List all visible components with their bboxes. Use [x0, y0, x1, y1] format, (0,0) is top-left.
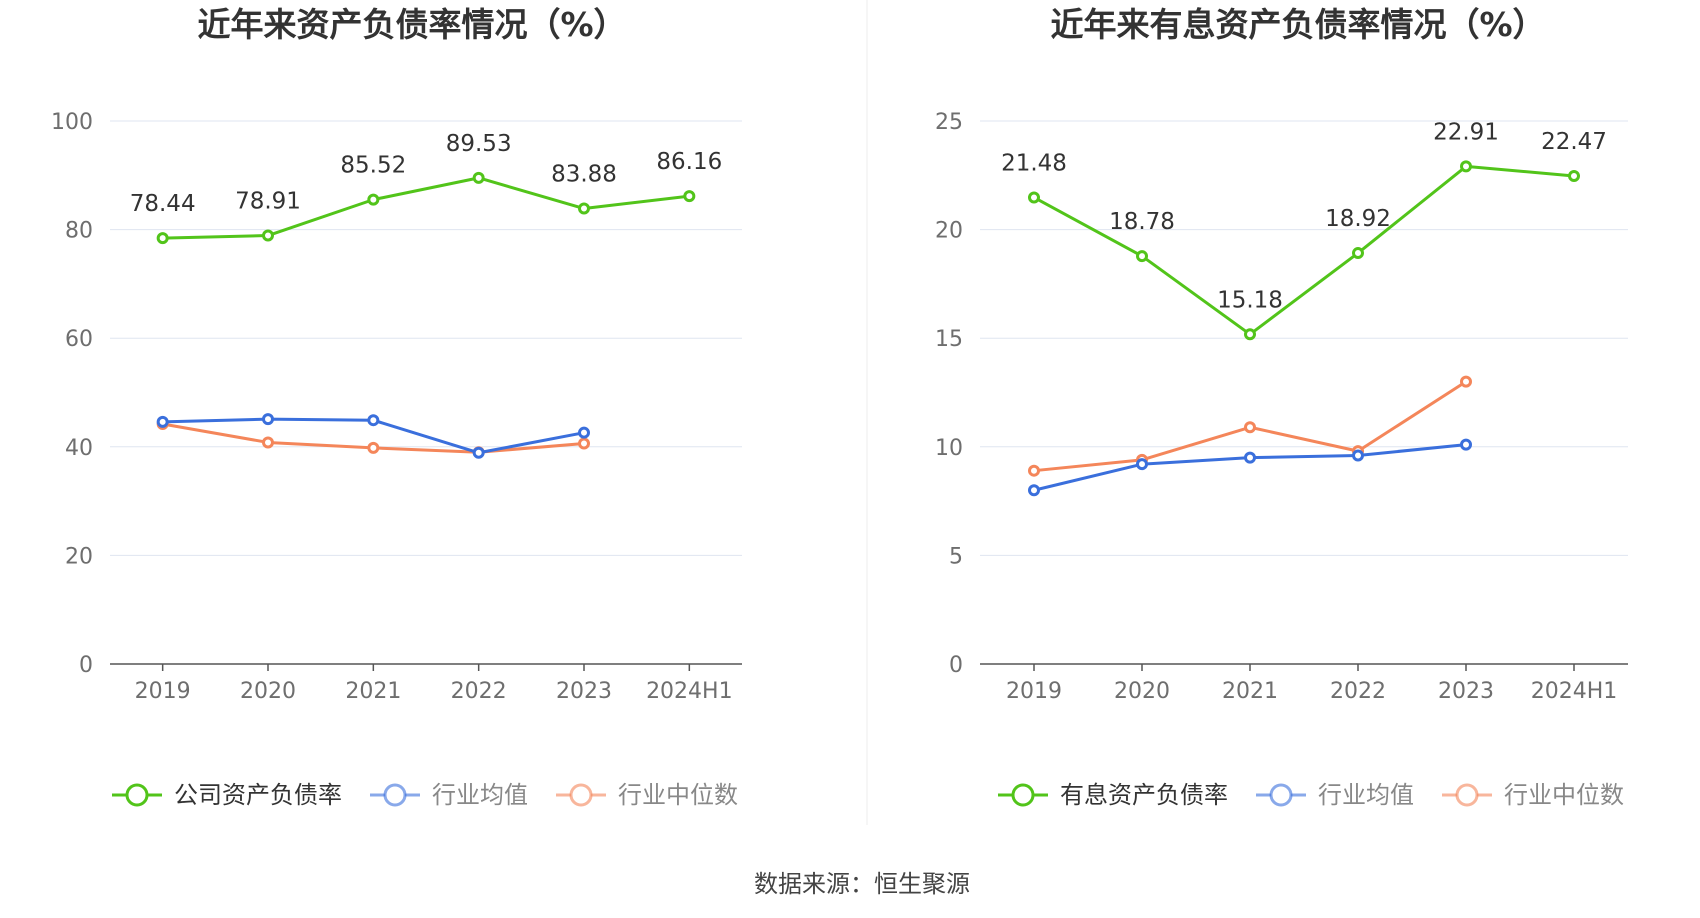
x-tick-label: 2022	[451, 679, 507, 704]
data-label: 89.53	[446, 131, 512, 157]
data-label: 78.44	[130, 191, 196, 217]
data-point-median	[367, 441, 380, 454]
data-point-company	[1136, 250, 1148, 263]
data-label: 18.78	[1109, 209, 1175, 235]
data-point-company	[683, 190, 696, 203]
data-point-company	[1244, 328, 1256, 341]
y-tick-label: 5	[949, 544, 963, 569]
data-point-median	[1244, 421, 1256, 434]
data-label: 78.91	[235, 189, 301, 215]
legend-label-company: 公司资产负债率	[174, 781, 342, 809]
x-tick-label: 2020	[1114, 679, 1170, 704]
legend-marker-avg	[1269, 783, 1293, 807]
y-tick-label: 15	[935, 327, 963, 352]
chart-title: 近年来资产负债率情况（%）	[197, 5, 626, 44]
data-point-avg	[472, 446, 485, 459]
legend-label-median: 行业中位数	[618, 781, 738, 809]
data-label: 85.52	[340, 153, 406, 179]
legend-label-median: 行业中位数	[1504, 781, 1624, 809]
legend-label-avg: 行业均值	[1318, 781, 1414, 809]
data-label: 86.16	[656, 149, 722, 175]
data-point-avg	[1136, 458, 1148, 471]
x-tick-label: 2023	[1438, 679, 1494, 704]
legend-label-company: 有息资产负债率	[1060, 781, 1228, 809]
legend-marker-median	[569, 783, 593, 807]
series-line-company	[162, 176, 690, 240]
y-tick-label: 20	[935, 219, 963, 244]
data-point-company	[472, 171, 485, 184]
x-tick-label: 2022	[1330, 679, 1386, 704]
y-tick-label: 20	[65, 544, 93, 569]
data-point-avg	[262, 413, 274, 426]
data-point-median	[1028, 464, 1040, 477]
data-point-avg	[367, 414, 380, 427]
chart-title: 近年来有息资产负债率情况（%）	[1050, 5, 1545, 44]
data-point-company	[578, 202, 590, 215]
data-point-company	[367, 193, 380, 206]
series-line-company	[1033, 164, 1575, 336]
data-point-company	[1460, 160, 1472, 173]
y-tick-label: 40	[65, 436, 93, 461]
y-tick-label: 60	[65, 327, 93, 352]
data-point-avg	[578, 426, 590, 439]
data-label: 83.88	[551, 162, 617, 188]
data-point-company	[262, 229, 274, 242]
x-tick-label: 2020	[240, 679, 296, 704]
y-tick-label: 10	[935, 436, 963, 461]
data-label: 22.47	[1541, 129, 1607, 155]
data-point-median	[262, 436, 274, 449]
legend-marker-avg	[383, 783, 407, 807]
legend-marker-median	[1455, 783, 1479, 807]
x-tick-label: 2019	[135, 679, 191, 704]
x-tick-label: 2023	[556, 679, 612, 704]
y-tick-label: 100	[51, 110, 93, 135]
data-point-avg	[1244, 451, 1256, 464]
data-label: 22.91	[1433, 119, 1499, 145]
x-tick-label: 2021	[345, 679, 401, 704]
data-label: 21.48	[1001, 150, 1067, 176]
legend-label-avg: 行业均值	[432, 781, 528, 809]
data-point-avg	[156, 415, 169, 428]
legend-marker-company	[1011, 783, 1035, 807]
data-point-median	[1460, 375, 1472, 388]
legend-marker-company	[125, 783, 149, 807]
series-line-avg	[1033, 443, 1467, 492]
x-tick-label: 2019	[1006, 679, 1062, 704]
data-point-avg	[1028, 484, 1040, 497]
data-source: 数据来源：恒生聚源	[754, 870, 970, 898]
y-tick-label: 25	[935, 110, 963, 135]
data-point-company	[156, 232, 169, 245]
y-tick-label: 80	[65, 219, 93, 244]
y-tick-label: 0	[79, 653, 93, 678]
x-tick-label: 2024H1	[1531, 679, 1618, 704]
data-point-company	[1568, 169, 1580, 182]
data-point-company	[1028, 191, 1040, 204]
data-label: 18.92	[1325, 206, 1391, 232]
x-tick-label: 2024H1	[646, 679, 733, 704]
data-label: 15.18	[1217, 287, 1283, 313]
data-point-company	[1352, 247, 1364, 260]
data-point-avg	[1352, 449, 1364, 462]
data-point-median	[578, 437, 590, 450]
x-tick-label: 2021	[1222, 679, 1278, 704]
y-tick-label: 0	[949, 653, 963, 678]
data-point-avg	[1460, 438, 1472, 451]
